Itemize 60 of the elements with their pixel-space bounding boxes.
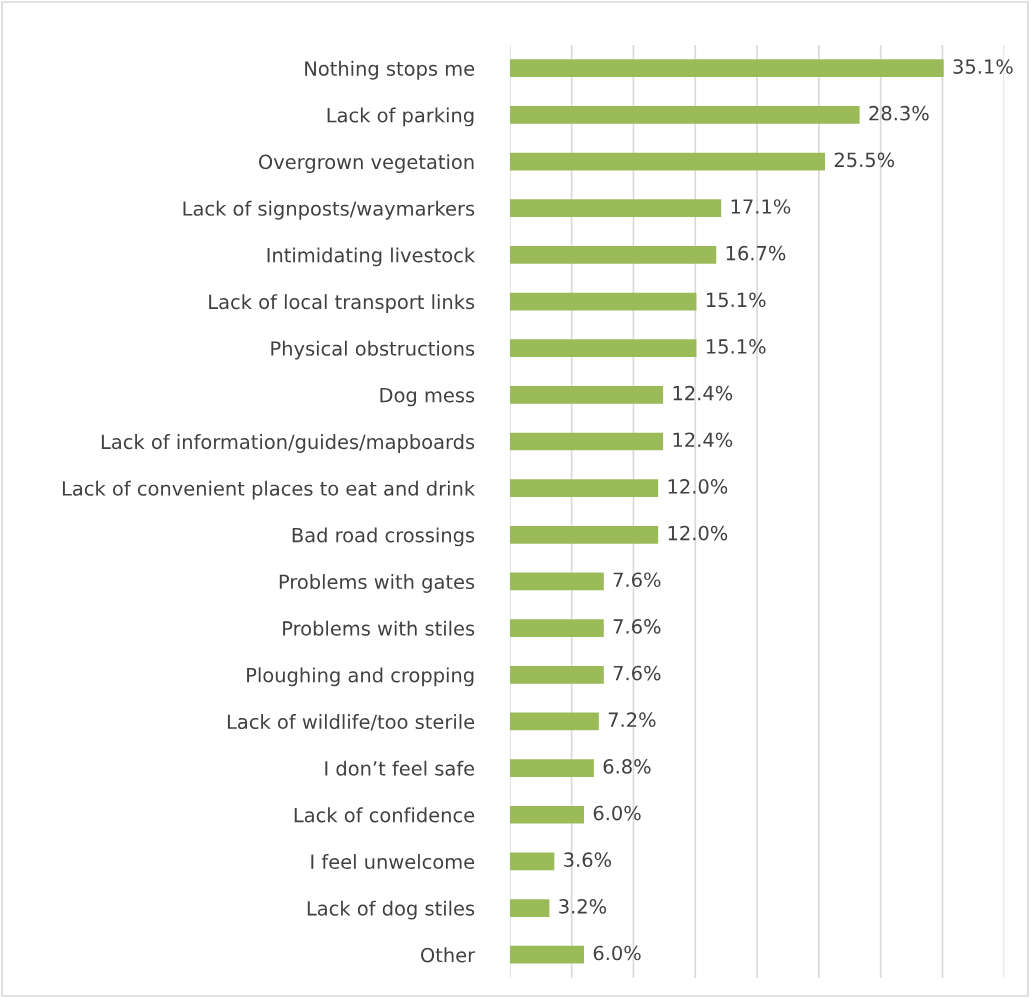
y-tick-label: Lack of information/guides/mapboards — [101, 434, 475, 453]
y-tick-label: Ploughing and cropping — [247, 667, 474, 687]
y-tick-label: Overgrown vegetation — [259, 154, 474, 173]
y-tick-label: Lack of wildlife/too sterile — [227, 714, 475, 731]
bar — [509, 479, 659, 498]
bar — [509, 152, 826, 171]
y-tick-label: I don’t feel safe — [325, 760, 475, 776]
data-label: 6.0% — [593, 945, 641, 961]
y-tick-label: Lack of local transport links — [209, 294, 475, 313]
bar — [509, 572, 604, 591]
bar — [509, 805, 585, 824]
bar — [509, 525, 659, 544]
bar — [509, 432, 664, 451]
bar — [509, 339, 697, 358]
bar — [509, 945, 585, 964]
data-label: 28.3% — [869, 105, 929, 121]
data-label: 12.0% — [668, 479, 728, 494]
y-tick-label: Lack of convenient places to eat and drink — [62, 480, 476, 500]
bar — [509, 899, 550, 917]
y-tick-label: Lack of parking — [327, 107, 474, 127]
y-tick-label: Bad road crossings — [292, 527, 475, 547]
bar — [509, 199, 722, 218]
y-tick-label: Other — [421, 947, 476, 963]
bar — [509, 665, 604, 684]
data-label: 7.2% — [608, 712, 656, 728]
y-tick-label: Lack of confidence — [294, 807, 475, 823]
data-label: 6.8% — [603, 759, 651, 774]
bar — [509, 246, 717, 264]
data-label: 12.4% — [673, 432, 733, 448]
bar — [509, 759, 594, 777]
y-tick-label: Problems with stiles — [283, 620, 475, 636]
data-label: 15.1% — [706, 292, 766, 308]
data-label: 3.2% — [559, 898, 607, 914]
data-label: 7.6% — [613, 572, 661, 588]
bar — [509, 59, 944, 78]
y-tick-label: Problems with gates — [279, 574, 475, 593]
bar — [509, 712, 599, 731]
bar — [509, 385, 664, 404]
data-label: 7.6% — [613, 665, 661, 681]
data-label: 25.5% — [834, 152, 895, 168]
data-label: 12.0% — [668, 525, 728, 541]
data-label: 7.6% — [613, 619, 661, 634]
y-tick-label: I feel unwelcome — [311, 854, 475, 870]
y-tick-label: Lack of dog stiles — [307, 900, 475, 920]
bar — [509, 852, 555, 871]
y-tick-label: Nothing stops me — [305, 60, 475, 80]
y-tick-label: Dog mess — [380, 388, 475, 407]
data-label: 15.1% — [706, 339, 766, 354]
data-label: 17.1% — [731, 199, 791, 214]
data-label: 16.7% — [726, 245, 786, 261]
bar — [509, 106, 860, 124]
bar — [509, 619, 604, 637]
y-tick-label: Intimidating livestock — [267, 247, 476, 267]
data-label: 12.4% — [673, 385, 733, 401]
y-tick-label: Physical obstructions — [271, 340, 475, 360]
data-label: 35.1% — [953, 59, 1013, 74]
data-label: 3.6% — [564, 852, 612, 868]
y-tick-label: Lack of signposts/waymarkers — [183, 200, 475, 220]
bar — [509, 292, 697, 311]
data-label: 6.0% — [593, 805, 641, 821]
